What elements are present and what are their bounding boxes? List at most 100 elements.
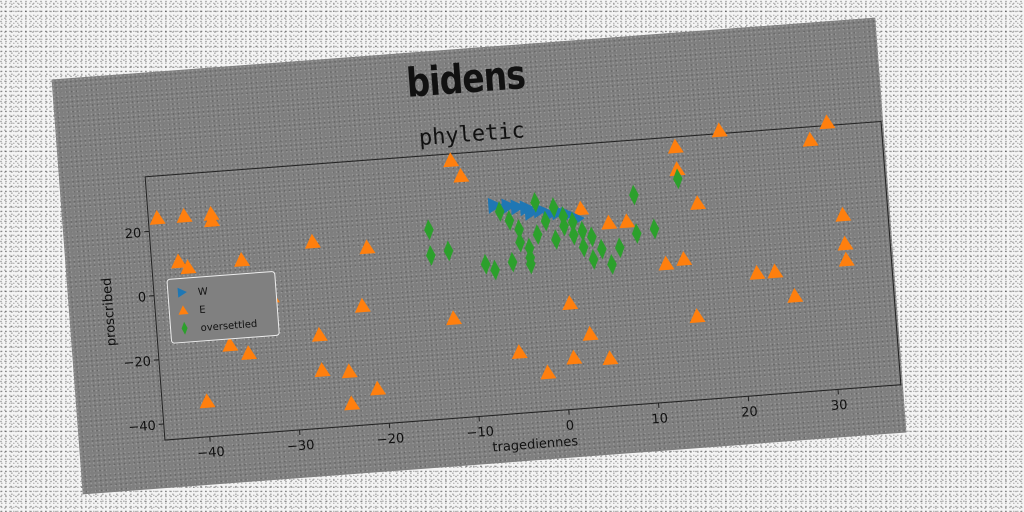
point-oversettled [532, 224, 543, 245]
point-e [341, 363, 358, 379]
point-oversettled [515, 231, 525, 253]
point-oversettled [649, 218, 660, 240]
point-oversettled [507, 251, 518, 273]
x-tick-label: 20 [741, 405, 759, 421]
point-e [573, 200, 590, 216]
point-e [149, 209, 166, 225]
point-oversettled [551, 229, 561, 250]
point-e [176, 207, 193, 223]
point-e [667, 138, 684, 154]
point-w [501, 198, 517, 215]
legend-label: E [199, 305, 206, 316]
point-oversettled [577, 220, 588, 242]
point-e [540, 364, 557, 380]
axis-ticks: −40 −30 −20 −10 0 10 20 30 −40 −20 0 20 [123, 226, 848, 462]
point-e [453, 167, 470, 183]
point-e [669, 161, 686, 177]
figure-card: bidens phyletic −40 −30 −20 −10 0 10 20 30 −40 −2… [51, 17, 907, 495]
legend-box [166, 271, 280, 344]
legend-marker [181, 321, 188, 335]
x-tick-label: 10 [651, 411, 669, 427]
y-tick-label: 0 [137, 290, 146, 306]
point-oversettled [607, 254, 617, 275]
point-w [524, 204, 540, 221]
point-e [838, 251, 855, 267]
point-oversettled [514, 219, 524, 240]
point-e [443, 152, 460, 168]
data-points [149, 114, 855, 411]
x-axis-label: tragediennes [492, 434, 579, 455]
point-e [658, 255, 675, 271]
chart-title: phyletic [418, 118, 526, 151]
point-oversettled [480, 253, 491, 275]
x-tick-label: −40 [197, 445, 225, 462]
point-e [602, 350, 619, 366]
point-oversettled [540, 210, 551, 232]
point-e [446, 310, 463, 326]
legend-marker [178, 305, 189, 315]
point-oversettled [631, 223, 642, 244]
point-e [304, 233, 321, 249]
point-e [690, 195, 707, 211]
y-tick-label: −40 [128, 419, 156, 436]
legend-marker [177, 287, 187, 298]
point-w [487, 197, 503, 214]
point-e [180, 259, 197, 275]
point-e [582, 325, 599, 341]
point-oversettled [568, 224, 579, 246]
legend-label: W [198, 286, 209, 298]
point-oversettled [588, 248, 599, 270]
point-e [819, 114, 836, 130]
point-e [241, 345, 258, 361]
point-e [314, 362, 331, 378]
point-e [676, 251, 693, 266]
point-oversettled [614, 237, 625, 259]
point-e [354, 297, 371, 313]
point-oversettled [504, 210, 515, 231]
point-e [689, 308, 706, 324]
y-tick-label: 20 [124, 226, 142, 242]
point-e [171, 253, 188, 269]
point-oversettled [530, 192, 540, 213]
point-e [234, 251, 251, 267]
point-e [370, 380, 387, 396]
y-tick-label: −20 [123, 354, 151, 371]
point-oversettled [494, 201, 505, 222]
point-e [511, 344, 528, 360]
point-oversettled [443, 240, 454, 262]
point-e [749, 264, 766, 280]
point-w [510, 199, 526, 216]
x-tick-label: 30 [830, 398, 848, 414]
point-e [359, 239, 376, 255]
point-oversettled [548, 197, 559, 218]
y-axis-label: proscribed [100, 277, 120, 347]
point-oversettled [424, 219, 434, 241]
point-e [601, 214, 618, 230]
point-oversettled [567, 211, 578, 233]
point-oversettled [672, 168, 683, 190]
x-tick-label: −10 [466, 424, 494, 441]
legend-label: oversettled [200, 319, 257, 334]
point-e [311, 326, 328, 342]
point-oversettled [578, 236, 589, 258]
point-e [222, 336, 239, 352]
x-tick-label: −20 [376, 431, 404, 448]
point-oversettled [426, 245, 436, 266]
point-e [767, 263, 784, 279]
point-oversettled [587, 226, 597, 248]
plot-area [144, 120, 902, 441]
x-tick-label: −30 [287, 438, 315, 455]
point-oversettled [490, 259, 500, 281]
point-oversettled [597, 238, 607, 260]
x-tick-label: 0 [565, 418, 574, 434]
point-oversettled [558, 206, 569, 227]
point-e [787, 287, 804, 303]
point-e [835, 206, 852, 222]
point-oversettled [525, 253, 536, 275]
point-e [619, 213, 636, 229]
scatter-chart: phyletic −40 −30 −20 −10 0 10 20 30 −40 −20 0 20 tr… [100, 114, 902, 462]
point-e [562, 295, 579, 311]
point-oversettled [629, 184, 639, 206]
point-e [199, 393, 216, 409]
